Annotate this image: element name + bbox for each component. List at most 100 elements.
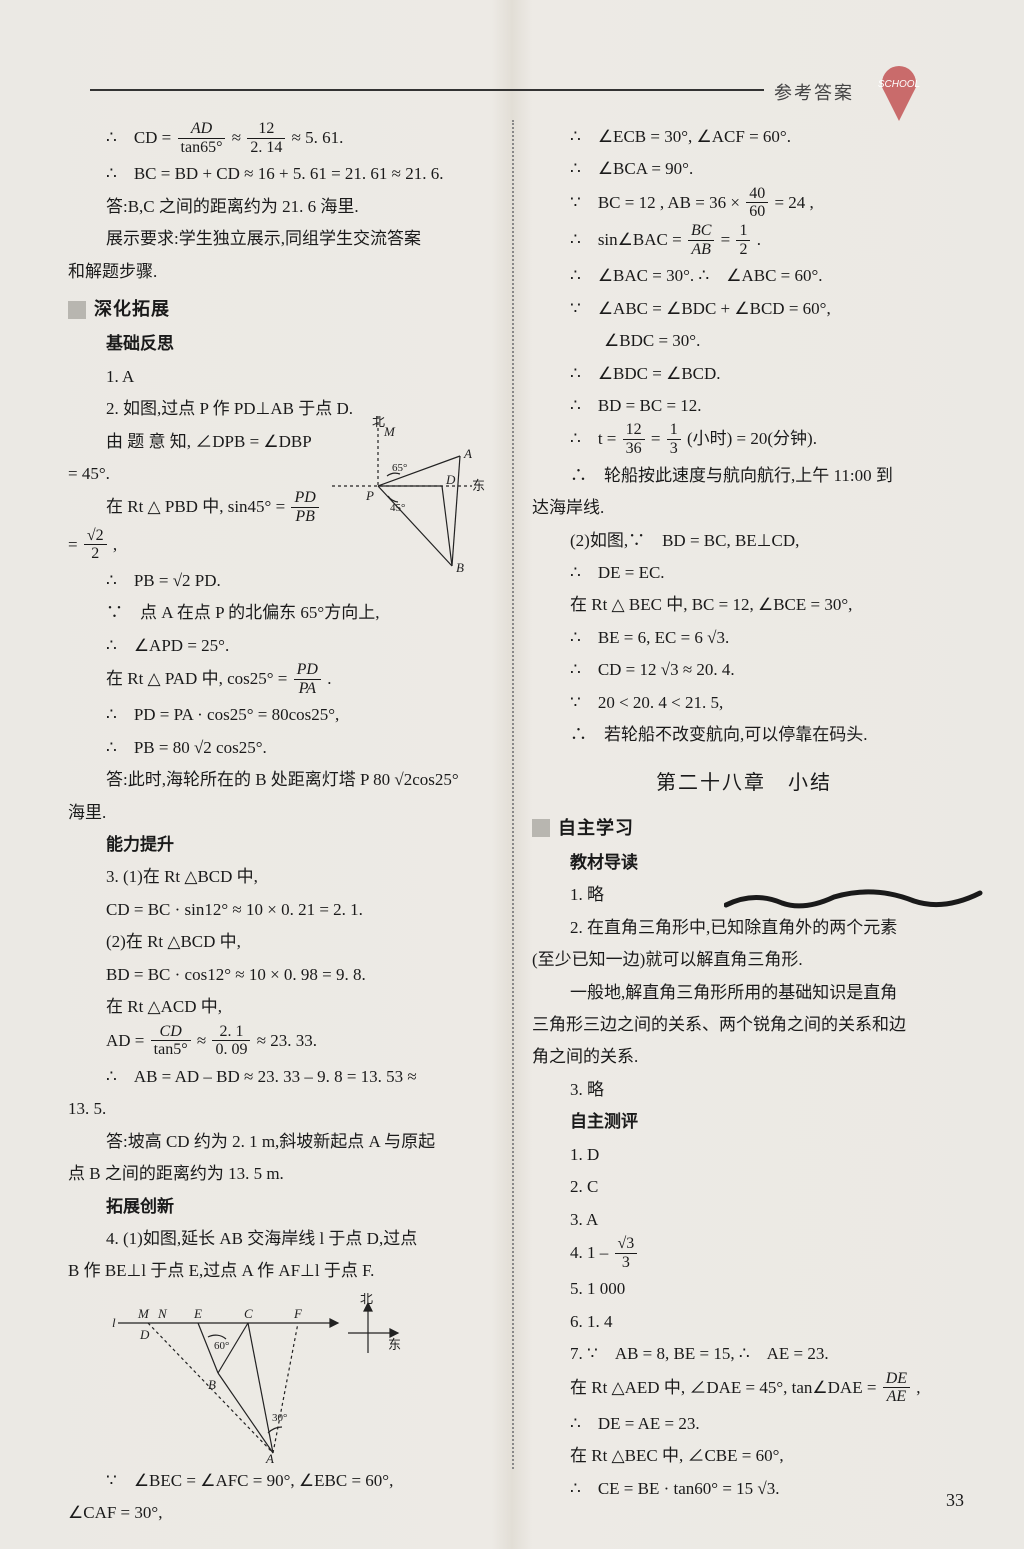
header-rule: [90, 89, 764, 91]
text-line: 4. 1 – √33: [532, 1236, 956, 1272]
school-badge-icon: SCHOOL: [864, 65, 934, 123]
left-column: ∴ CD = ADtan65° ≈ 122. 14 ≈ 5. 61. ∴ BC …: [50, 120, 502, 1530]
text-line: ∵ ∠ABC = ∠BDC + ∠BCD = 60°,: [532, 293, 956, 324]
txt: ∵ BC = 12 , AB = 36 ×: [570, 193, 744, 212]
lbl-45: 45°: [390, 502, 405, 514]
fraction: PDPB: [291, 489, 318, 525]
lbl-C: C: [244, 1306, 253, 1321]
text-line: 展示要求:学生独立展示,同组学生交流答案: [68, 223, 492, 254]
txt: 在 Rt △ PBD 中, sin45° =: [106, 497, 289, 516]
text-line: ∴ ∠BAC = 30°. ∴ ∠ABC = 60°.: [532, 260, 956, 291]
text-line: ∴ ∠APD = 25°.: [68, 630, 492, 661]
txt: ≈: [197, 1031, 211, 1050]
num: 2. 1: [212, 1023, 250, 1042]
section-heading: 自主学习: [532, 812, 956, 845]
txt: ∴ CD =: [106, 128, 176, 147]
fraction: 1236: [623, 421, 645, 457]
text-line: B 作 BE⊥l 于点 E,过点 A 作 AF⊥l 于点 F.: [68, 1255, 492, 1286]
text-line: 2. 在直角三角形中,已知除直角外的两个元素: [532, 912, 956, 943]
text-line: 在 Rt △ BEC 中, BC = 12, ∠BCE = 30°,: [532, 589, 956, 620]
text-line: 2. C: [532, 1171, 956, 1202]
lbl-60: 60°: [214, 1340, 229, 1352]
text-line: 在 Rt △ PAD 中, cos25° = PDPA .: [68, 662, 492, 698]
lbl-B: B: [456, 560, 464, 575]
page-number: 33: [946, 1490, 964, 1511]
fraction: 4060: [746, 185, 768, 221]
text-line: ∠BDC = 30°.: [532, 325, 956, 356]
text-line: (2)如图,∵ BD = BC, BE⊥CD,: [532, 525, 956, 556]
fraction: PDPA: [294, 661, 321, 697]
text-line: 在 Rt △ACD 中,: [68, 991, 492, 1022]
section-marker-icon: [532, 819, 550, 837]
txt: (小时) = 20(分钟).: [687, 429, 817, 448]
lbl-E: E: [193, 1306, 202, 1321]
den: tan5°: [151, 1041, 191, 1059]
text-line: (2)在 Rt △BCD 中,: [68, 926, 492, 957]
text-line: ∴ BE = 6, EC = 6 √3.: [532, 622, 956, 653]
den: 3: [667, 440, 681, 458]
text-line: 海里.: [68, 797, 492, 828]
text-line: ∴ 若轮船不改变航向,可以停靠在码头.: [532, 719, 956, 750]
text-line: ∴ PB = 80 √2 cos25°.: [68, 732, 492, 763]
num: 12: [623, 421, 645, 440]
text-line: 答:B,C 之间的距离约为 21. 6 海里.: [68, 191, 492, 222]
txt: ,: [113, 535, 117, 554]
text-line: ∴ ∠ECB = 30°, ∠ACF = 60°.: [532, 121, 956, 152]
fraction: 13: [667, 421, 681, 457]
text-line: 3. 略: [532, 1074, 956, 1105]
den: AB: [688, 241, 714, 259]
fraction: CDtan5°: [151, 1023, 191, 1059]
den: 2. 14: [247, 139, 285, 157]
sub-heading: 能力提升: [68, 829, 492, 860]
text-line: 角之间的关系.: [532, 1041, 956, 1072]
text-line: ∴ ∠BDC = ∠BCD.: [532, 358, 956, 389]
sub-heading: 基础反思: [68, 328, 492, 359]
txt: =: [721, 230, 735, 249]
txt: .: [327, 669, 331, 688]
text-line: 达海岸线.: [532, 492, 956, 523]
fraction: DEAE: [883, 1370, 910, 1406]
badge-text: SCHOOL: [878, 79, 920, 90]
txt: = 24 ,: [774, 193, 813, 212]
text-line: 和解题步骤.: [68, 256, 492, 287]
text-line: ∴ CD = ADtan65° ≈ 122. 14 ≈ 5. 61.: [68, 121, 492, 157]
num: √3: [615, 1235, 638, 1254]
num: 40: [746, 185, 768, 204]
lbl-north: 北: [360, 1293, 373, 1306]
num: DE: [883, 1370, 910, 1389]
den: 2: [736, 241, 750, 259]
den: tan65°: [178, 139, 226, 157]
fraction: √33: [615, 1235, 638, 1271]
header-label: 参考答案: [774, 79, 854, 105]
text-line: 7. ∵ AB = 8, BE = 15, ∴ AE = 23.: [532, 1338, 956, 1369]
lbl-A: A: [265, 1451, 274, 1463]
text-line: 6. 1. 4: [532, 1306, 956, 1337]
den: 2: [84, 545, 107, 563]
text-line: (至少已知一边)就可以解直角三角形.: [532, 944, 956, 975]
text-line: BD = BC · cos12° ≈ 10 × 0. 98 = 9. 8.: [68, 959, 492, 990]
text-line: 答:坡高 CD 约为 2. 1 m,斜坡新起点 A 与原起: [68, 1126, 492, 1157]
fraction: BCAB: [688, 222, 714, 258]
text-line: 4. (1)如图,延长 AB 交海岸线 l 于点 D,过点: [68, 1223, 492, 1254]
lbl-D: D: [445, 472, 456, 487]
num: AD: [178, 120, 226, 139]
diagram-compass-triangle: 北 M A D P 东 B 65° 45°: [332, 416, 492, 576]
text-line: 在 Rt △BEC 中, ∠CBE = 60°,: [532, 1440, 956, 1471]
lbl-D: D: [139, 1327, 150, 1342]
text-line: 1. D: [532, 1139, 956, 1170]
lbl-N: N: [157, 1306, 168, 1321]
text-line: ∵ 点 A 在点 P 的北偏东 65°方向上,: [68, 597, 492, 628]
num: √2: [84, 527, 107, 546]
lbl-l: l: [112, 1315, 116, 1330]
den: AE: [883, 1388, 910, 1406]
page-header: 参考答案 SCHOOL: [60, 65, 964, 115]
num: PD: [291, 489, 318, 508]
text-line: CD = BC · sin12° ≈ 10 × 0. 21 = 2. 1.: [68, 894, 492, 925]
diagram-coastline: l M N E C F D B A 北 东 60° 30°: [108, 1293, 408, 1463]
den: 36: [623, 440, 645, 458]
text-line: 一般地,解直角三角形所用的基础知识是直角: [532, 977, 956, 1008]
txt: 4. 1 –: [570, 1243, 613, 1262]
smudge-mark: [724, 885, 984, 911]
text-line: ∵ BC = 12 , AB = 36 × 4060 = 24 ,: [532, 186, 956, 222]
lbl-east: 东: [472, 478, 485, 493]
